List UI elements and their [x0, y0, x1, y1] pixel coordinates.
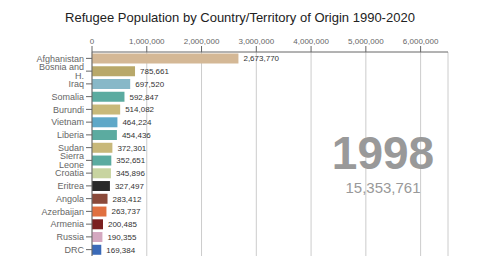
svg-text:697,520: 697,520: [135, 80, 164, 89]
svg-text:592,847: 592,847: [129, 93, 158, 102]
svg-text:372,301: 372,301: [117, 144, 146, 153]
html-text:15,353,761: 15,353,761: [345, 179, 421, 196]
html-text:1998: 1998: [331, 127, 435, 179]
svg-text:327,497: 327,497: [115, 182, 144, 191]
svg-text:4,000,000: 4,000,000: [293, 37, 329, 46]
svg-text:169,384: 169,384: [106, 246, 135, 255]
svg-text:Russia: Russia: [56, 232, 84, 242]
svg-text:1,000,000: 1,000,000: [129, 37, 165, 46]
svg-text:DRC: DRC: [65, 245, 85, 255]
svg-text:Afghanistan: Afghanistan: [36, 53, 84, 64]
svg-text:Armenia: Armenia: [50, 219, 84, 229]
svg-text:6,000,000: 6,000,000: [403, 37, 439, 46]
svg-text:Iraq: Iraq: [68, 79, 84, 89]
svg-text:Vietnam: Vietnam: [51, 117, 84, 127]
svg-text:2,000,000: 2,000,000: [184, 37, 220, 46]
svg-text:464,224: 464,224: [122, 118, 151, 127]
svg-text:Angola: Angola: [56, 194, 84, 204]
svg-text:263,737: 263,737: [111, 207, 140, 216]
svg-text:514,082: 514,082: [125, 105, 154, 114]
svg-text:Bosnia andH.: Bosnia andH.: [39, 62, 84, 81]
svg-text:200,485: 200,485: [108, 220, 137, 229]
svg-text:5,000,000: 5,000,000: [348, 37, 384, 46]
svg-text:Eritrea: Eritrea: [57, 181, 84, 191]
svg-text:0: 0: [90, 37, 95, 46]
svg-text:Burundi: Burundi: [53, 105, 84, 115]
svg-text:352,651: 352,651: [116, 156, 145, 165]
svg-text:785,661: 785,661: [140, 67, 169, 76]
svg-text:2,673,770: 2,673,770: [243, 54, 279, 63]
svg-text:Azerbaijan: Azerbaijan: [41, 207, 84, 217]
svg-text:190,355: 190,355: [107, 233, 136, 242]
svg-text:Liberia: Liberia: [57, 130, 84, 140]
svg-text:454,436: 454,436: [122, 131, 151, 140]
svg-text:3,000,000: 3,000,000: [239, 37, 275, 46]
svg-text:283,412: 283,412: [113, 195, 142, 204]
html-text:Refugee Population by Country/: Refugee Population by Country/Territory …: [65, 10, 415, 25]
svg-text:345,896: 345,896: [116, 169, 145, 178]
svg-text:Somalia: Somalia: [51, 92, 84, 102]
svg-text:SierraLeone: SierraLeone: [59, 151, 84, 170]
svg-text:Croatia: Croatia: [55, 168, 84, 178]
svg-text:Sudan: Sudan: [58, 142, 84, 153]
